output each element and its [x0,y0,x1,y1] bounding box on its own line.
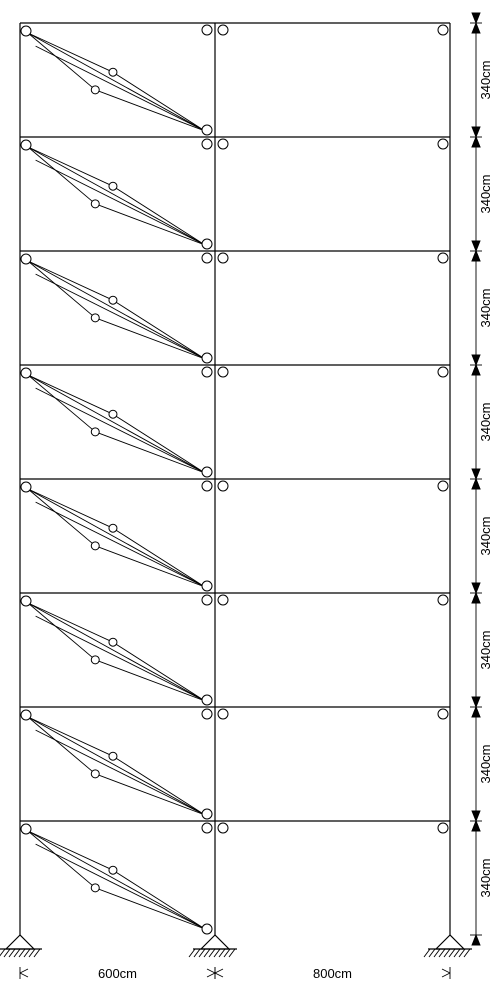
svg-text:340cm: 340cm [478,744,493,783]
svg-text:340cm: 340cm [478,516,493,555]
svg-text:800cm: 800cm [313,966,352,981]
frame-diagram: 600cm 800cm 340cm 340cm 340cm 340cm 340cm 340cm… [0,0,502,988]
svg-text:340cm: 340cm [478,858,493,897]
svg-text:340cm: 340cm [478,402,493,441]
svg-text:600cm: 600cm [98,966,137,981]
svg-text:340cm: 340cm [478,60,493,99]
svg-text:340cm: 340cm [478,288,493,327]
svg-text:340cm: 340cm [478,174,493,213]
svg-text:340cm: 340cm [478,630,493,669]
